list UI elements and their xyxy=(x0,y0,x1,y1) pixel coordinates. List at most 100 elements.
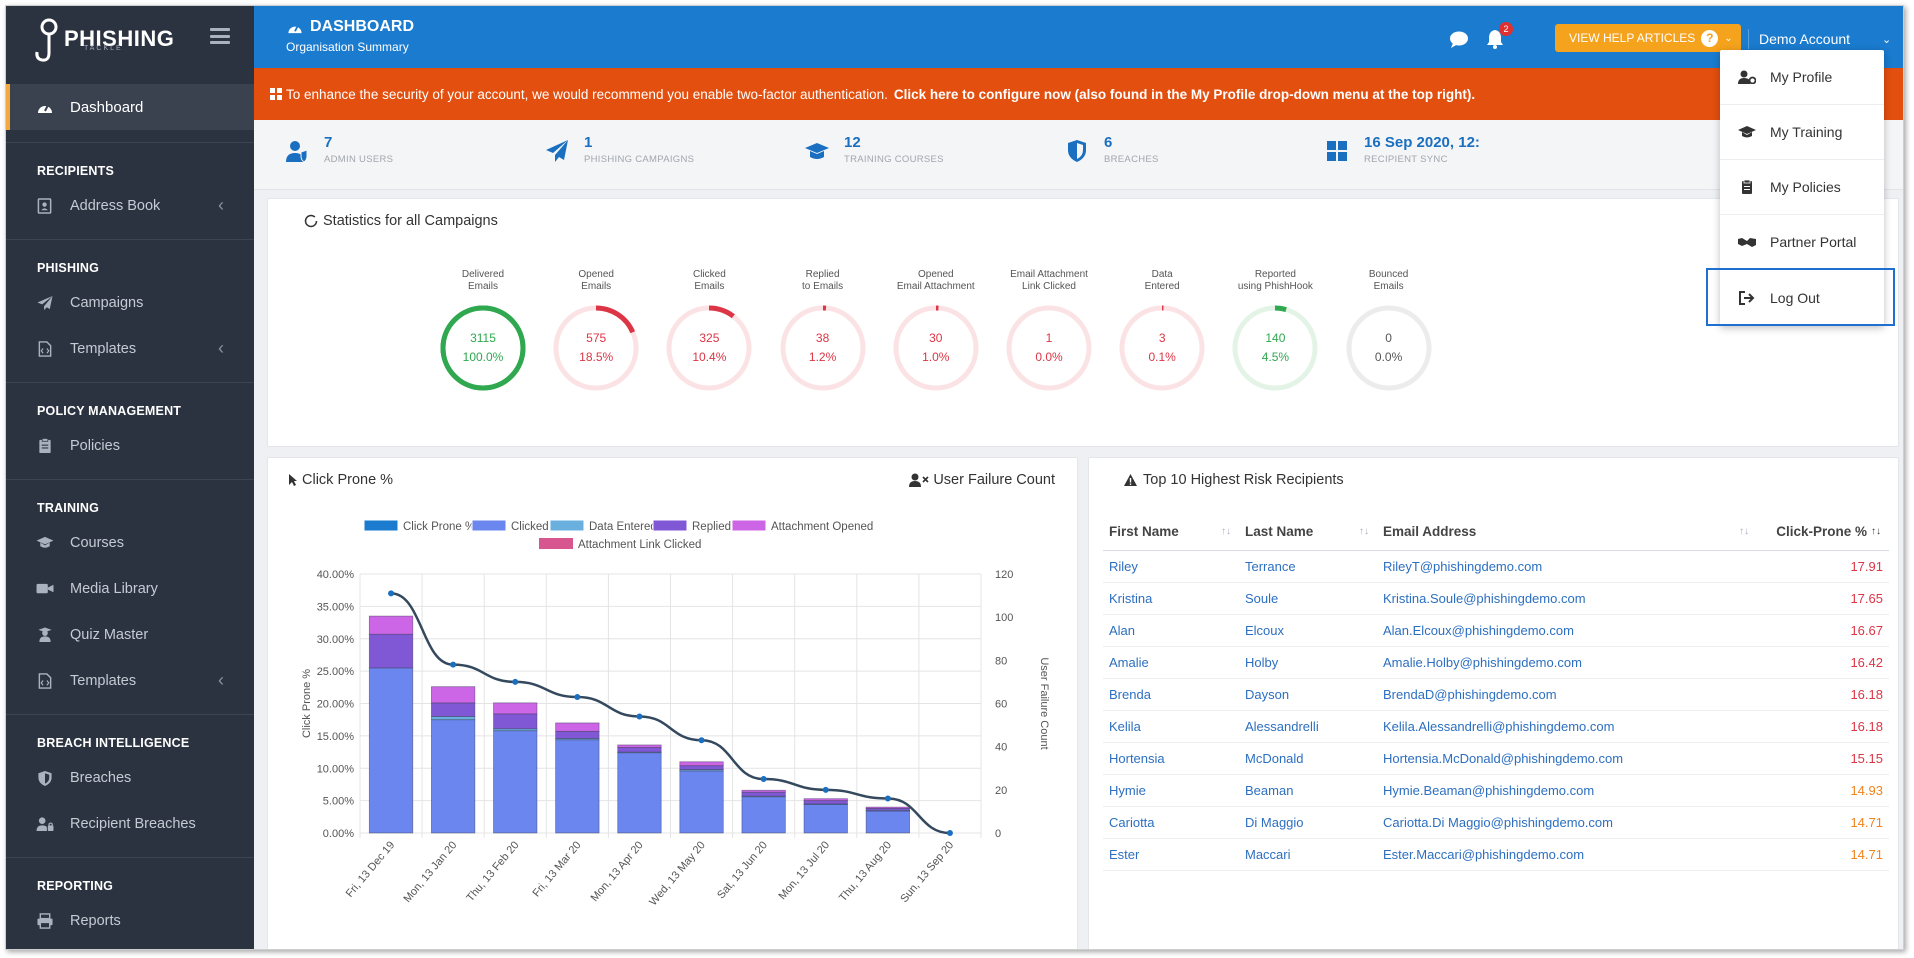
stat-gauge[interactable]: Bounced Emails 0 0.0% xyxy=(1332,269,1446,391)
gauge-arc xyxy=(666,305,752,391)
email-cell[interactable]: Hymie.Beaman@phishingdemo.com xyxy=(1377,774,1757,807)
sidebar-item-reports[interactable]: Reports xyxy=(6,898,254,944)
account-menu-button[interactable]: Demo Account xyxy=(1759,31,1851,47)
email-cell[interactable]: BrendaD@phishingdemo.com xyxy=(1377,678,1757,711)
first-name-cell[interactable]: Ester xyxy=(1103,838,1239,871)
email-cell[interactable]: RileyT@phishingdemo.com xyxy=(1377,550,1757,583)
menu-item-my-policies[interactable]: My Policies xyxy=(1720,160,1884,215)
click-prone-cell: 16.67 xyxy=(1757,614,1889,647)
table-row[interactable]: Hortensia McDonald Hortensia.McDonald@phis… xyxy=(1103,742,1889,775)
first-name-cell[interactable]: Alan xyxy=(1103,614,1239,647)
first-name-cell[interactable]: Amalie xyxy=(1103,646,1239,679)
table-row[interactable]: Brenda Dayson BrendaD@phishingdemo.com 16.1… xyxy=(1103,678,1889,711)
email-cell[interactable]: Amalie.Holby@phishingdemo.com xyxy=(1377,646,1757,679)
stat-gauge[interactable]: Delivered Emails 3115 100.0% xyxy=(426,269,540,391)
stat-gauge[interactable]: Opened Emails 575 18.5% xyxy=(539,269,653,391)
line-point xyxy=(946,830,953,836)
first-name-cell[interactable]: Brenda xyxy=(1103,678,1239,711)
stat-admin-users[interactable]: 7 ADMIN USERS xyxy=(284,134,393,165)
stat-training-courses[interactable]: 12 TRAINING COURSES xyxy=(804,134,944,165)
bell-icon[interactable] xyxy=(1486,29,1504,49)
sidebar-item-recipient-breaches[interactable]: Recipient Breaches xyxy=(6,801,254,847)
stat-recipient-sync[interactable]: 16 Sep 2020, 12: RECIPIENT SYNC xyxy=(1324,134,1480,165)
gauge-ring: 575 18.5% xyxy=(553,305,639,391)
last-name-cell[interactable]: Alessandrelli xyxy=(1239,710,1377,743)
column-header-last-name[interactable]: Last Name ↑↓ xyxy=(1239,514,1377,551)
logo[interactable]: PHISHING TACKLE xyxy=(6,6,254,72)
stat-gauge[interactable]: Email Attachment Link Clicked 1 0.0% xyxy=(992,269,1106,391)
stat-gauge[interactable]: Reported using PhishHook 140 4.5% xyxy=(1218,269,1332,391)
last-name-cell[interactable]: Di Maggio xyxy=(1239,806,1377,839)
stat-gauge[interactable]: Clicked Emails 325 10.4% xyxy=(652,269,766,391)
last-name-cell[interactable]: McDonald xyxy=(1239,742,1377,775)
sidebar-item-templates[interactable]: Templates ‹ xyxy=(6,326,254,372)
first-name-cell[interactable]: Hortensia xyxy=(1103,742,1239,775)
sidebar-item-quiz-master[interactable]: Quiz Master xyxy=(6,612,254,658)
email-cell[interactable]: Cariotta.Di Maggio@phishingdemo.com xyxy=(1377,806,1757,839)
table-row[interactable]: Riley Terrance RileyT@phishingdemo.com 17.9… xyxy=(1103,550,1889,583)
table-row[interactable]: Hymie Beaman Hymie.Beaman@phishingdemo.com… xyxy=(1103,774,1889,807)
chevron-left-icon[interactable]: ‹ xyxy=(218,338,224,358)
gauge-label: Data Entered xyxy=(1144,269,1180,292)
chat-icon[interactable] xyxy=(1449,31,1469,48)
account-dropdown-menu: My Profile My Training My Policies Partn… xyxy=(1720,50,1884,326)
table-row[interactable]: Ester Maccari Ester.Maccari@phishingdemo.c… xyxy=(1103,838,1889,871)
column-header-click-prone[interactable]: Click-Prone % ↑↓ xyxy=(1757,514,1889,551)
stat-breaches[interactable]: 6 BREACHES xyxy=(1064,134,1159,165)
sort-icon: ↑↓ xyxy=(1359,526,1369,537)
sidebar-item-policies[interactable]: Policies xyxy=(6,423,254,469)
address-book-icon xyxy=(37,198,52,214)
first-name-cell[interactable]: Kristina xyxy=(1103,582,1239,615)
sidebar-item-address-book[interactable]: Address Book ‹ xyxy=(6,183,254,229)
email-cell[interactable]: Kristina.Soule@phishingdemo.com xyxy=(1377,582,1757,615)
line-point xyxy=(512,678,519,685)
sidebar-item-templates[interactable]: Templates ‹ xyxy=(6,658,254,704)
last-name-cell[interactable]: Maccari xyxy=(1239,838,1377,871)
sidebar-item-media-library[interactable]: Media Library xyxy=(6,566,254,612)
last-name-cell[interactable]: Terrance xyxy=(1239,550,1377,583)
configure-2fa-link[interactable]: Click here to configure now (also found … xyxy=(893,86,1476,102)
email-cell[interactable]: Ester.Maccari@phishingdemo.com xyxy=(1377,838,1757,871)
stat-gauge[interactable]: Replied to Emails 38 1.2% xyxy=(766,269,880,391)
menu-item-log-out[interactable]: Log Out xyxy=(1720,270,1884,325)
last-name-cell[interactable]: Dayson xyxy=(1239,678,1377,711)
last-name-cell[interactable]: Soule xyxy=(1239,582,1377,615)
first-name-cell[interactable]: Hymie xyxy=(1103,774,1239,807)
first-name-cell[interactable]: Cariotta xyxy=(1103,806,1239,839)
stat-gauge[interactable]: Data Entered 3 0.1% xyxy=(1105,269,1219,391)
chevron-left-icon[interactable]: ‹ xyxy=(218,670,224,690)
user-failure-count-toggle[interactable]: User Failure Count xyxy=(909,472,1055,488)
sidebar-item-campaigns[interactable]: Campaigns xyxy=(6,280,254,326)
table-row[interactable]: Cariotta Di Maggio Cariotta.Di Maggio@phis… xyxy=(1103,806,1889,839)
email-cell[interactable]: Kelila.Alessandrelli@phishingdemo.com xyxy=(1377,710,1757,743)
sidebar-item-courses[interactable]: Courses xyxy=(6,520,254,566)
gauge-label: Replied to Emails xyxy=(802,269,844,292)
first-name-cell[interactable]: Kelila xyxy=(1103,710,1239,743)
first-name-cell[interactable]: Riley xyxy=(1103,550,1239,583)
last-name-cell[interactable]: Holby xyxy=(1239,646,1377,679)
sidebar-item-dashboard[interactable]: Dashboard xyxy=(6,84,254,130)
email-cell[interactable]: Alan.Elcoux@phishingdemo.com xyxy=(1377,614,1757,647)
menu-toggle-button[interactable] xyxy=(210,28,230,44)
sort-icon: ↑↓ xyxy=(1739,526,1749,537)
stat-gauge[interactable]: Opened Email Attachment 30 1.0% xyxy=(879,269,993,391)
line-point xyxy=(760,776,767,783)
menu-item-partner-portal[interactable]: Partner Portal xyxy=(1720,215,1884,270)
paper-plane-icon xyxy=(37,295,53,311)
table-row[interactable]: Kristina Soule Kristina.Soule@phishingdemo… xyxy=(1103,582,1889,615)
table-row[interactable]: Alan Elcoux Alan.Elcoux@phishingdemo.com 16… xyxy=(1103,614,1889,647)
stat-phishing-campaigns[interactable]: 1 PHISHING CAMPAIGNS xyxy=(544,134,694,165)
email-cell[interactable]: Hortensia.McDonald@phishingdemo.com xyxy=(1377,742,1757,775)
chevron-left-icon[interactable]: ‹ xyxy=(218,195,224,215)
last-name-cell[interactable]: Elcoux xyxy=(1239,614,1377,647)
last-name-cell[interactable]: Beaman xyxy=(1239,774,1377,807)
menu-item-my-training[interactable]: My Training xyxy=(1720,105,1884,160)
menu-item-my-profile[interactable]: My Profile xyxy=(1720,50,1884,105)
table-row[interactable]: Amalie Holby Amalie.Holby@phishingdemo.com… xyxy=(1103,646,1889,679)
table-row[interactable]: Kelila Alessandrelli Kelila.Alessandrelli@… xyxy=(1103,710,1889,743)
sidebar-item-breaches[interactable]: Breaches xyxy=(6,755,254,801)
help-articles-button[interactable]: VIEW HELP ARTICLES ? ⌄ xyxy=(1555,24,1741,52)
chevron-down-icon[interactable]: ⌄ xyxy=(1882,34,1892,46)
column-header-first-name[interactable]: First Name ↑↓ xyxy=(1103,514,1239,551)
column-header-email[interactable]: Email Address ↑↓ xyxy=(1377,514,1757,551)
